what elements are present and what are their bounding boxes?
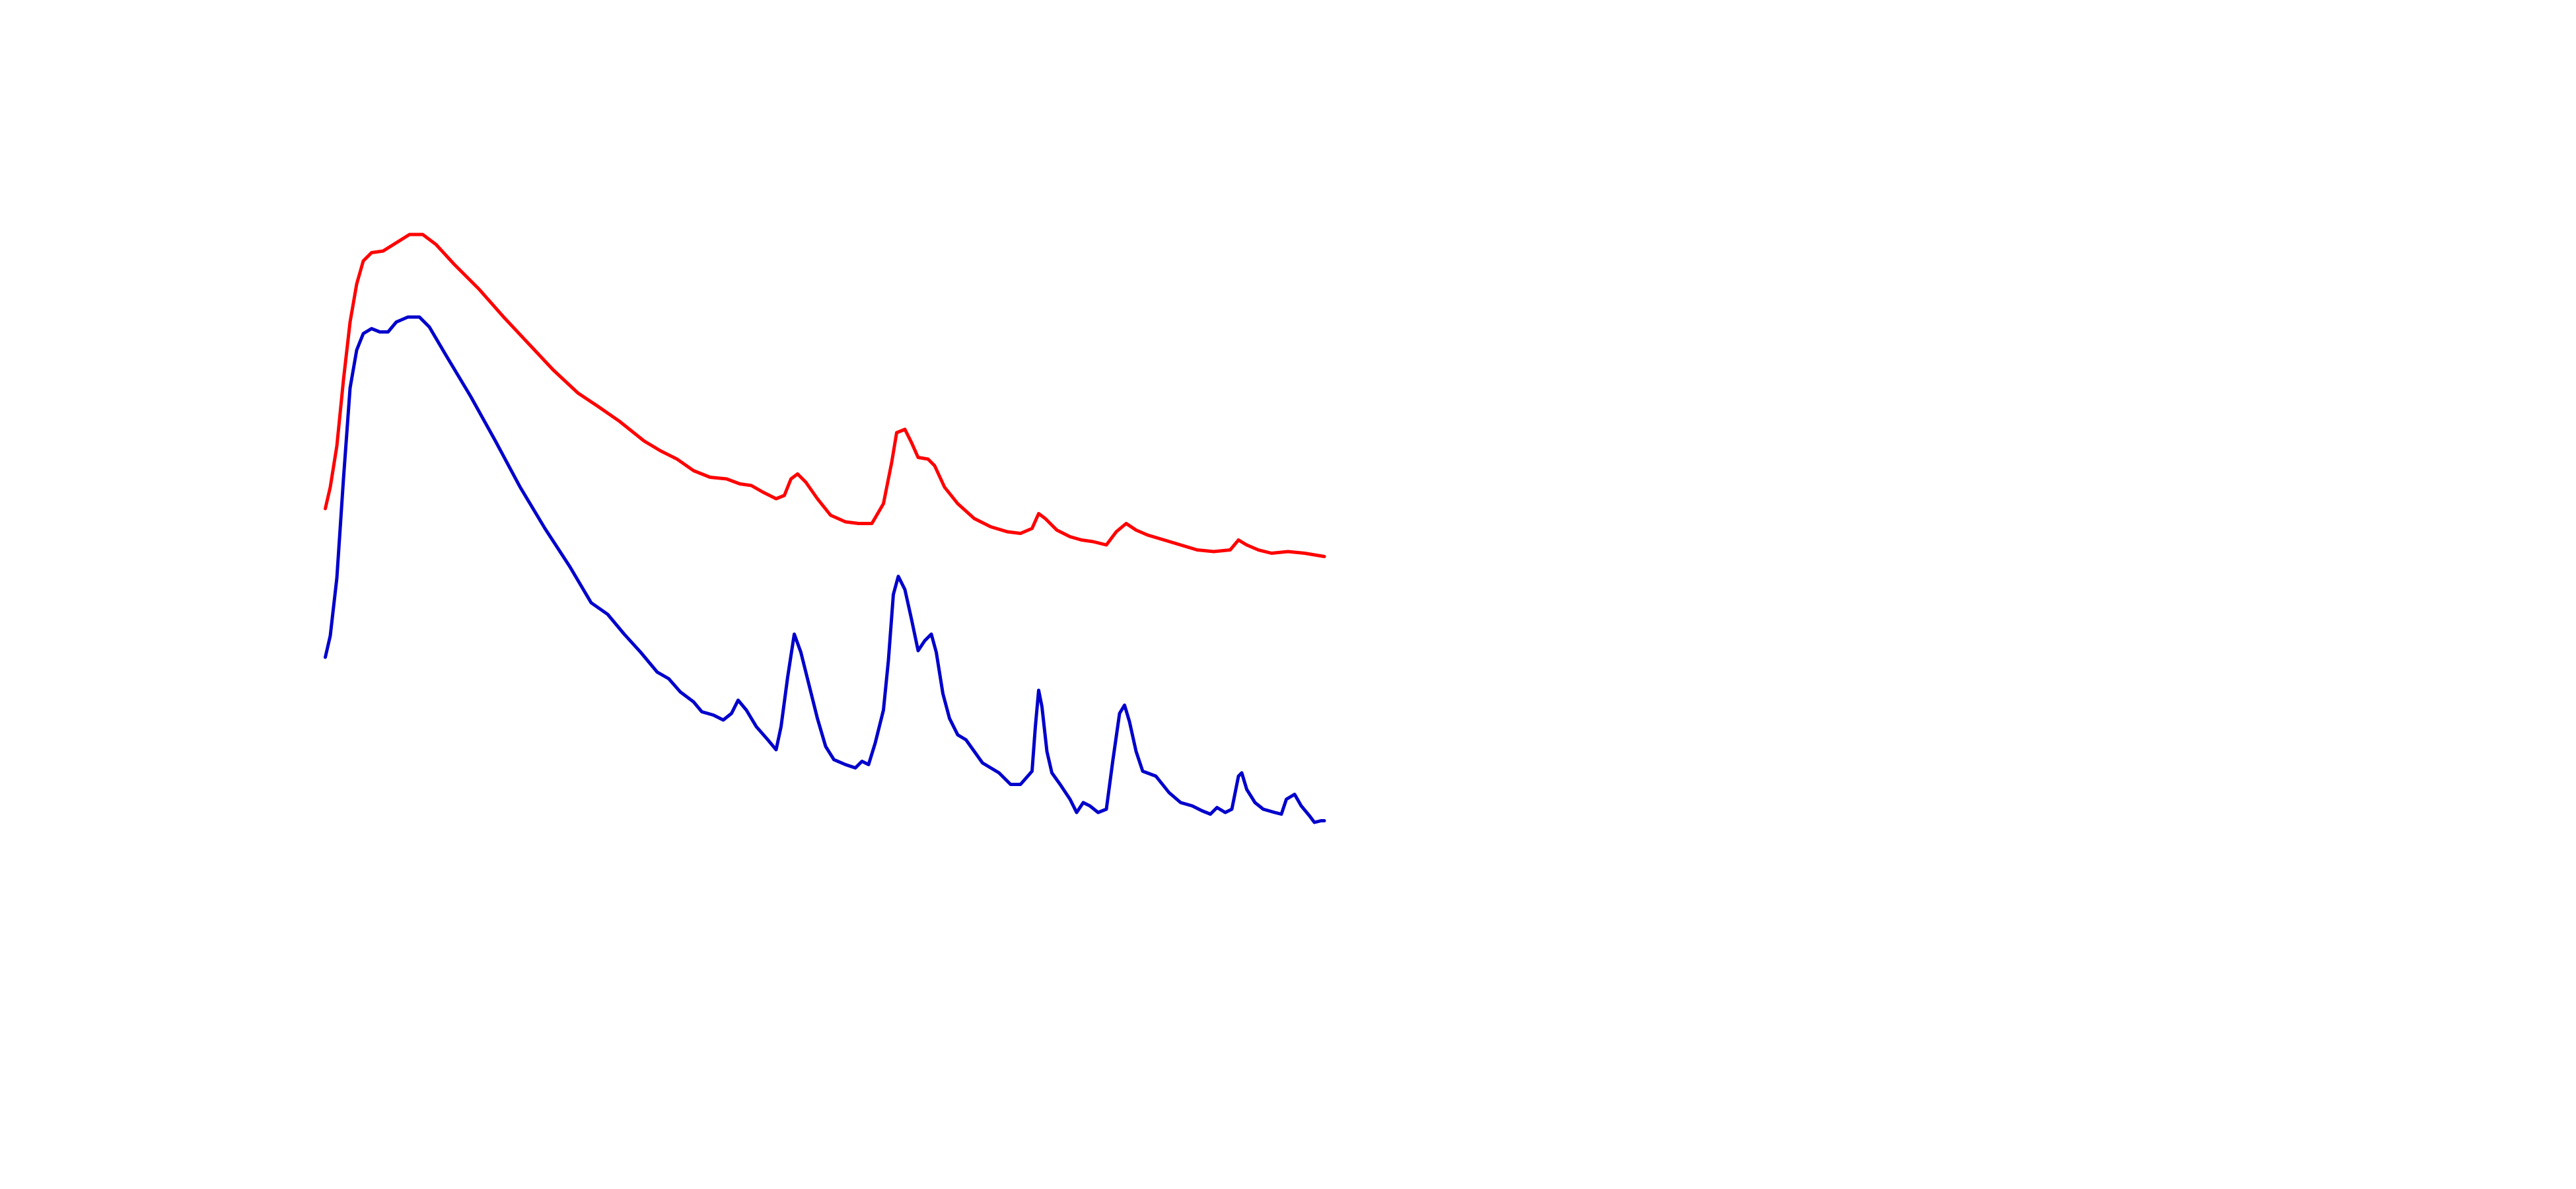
series-line (324, 233, 1326, 558)
series-line (324, 315, 1326, 824)
